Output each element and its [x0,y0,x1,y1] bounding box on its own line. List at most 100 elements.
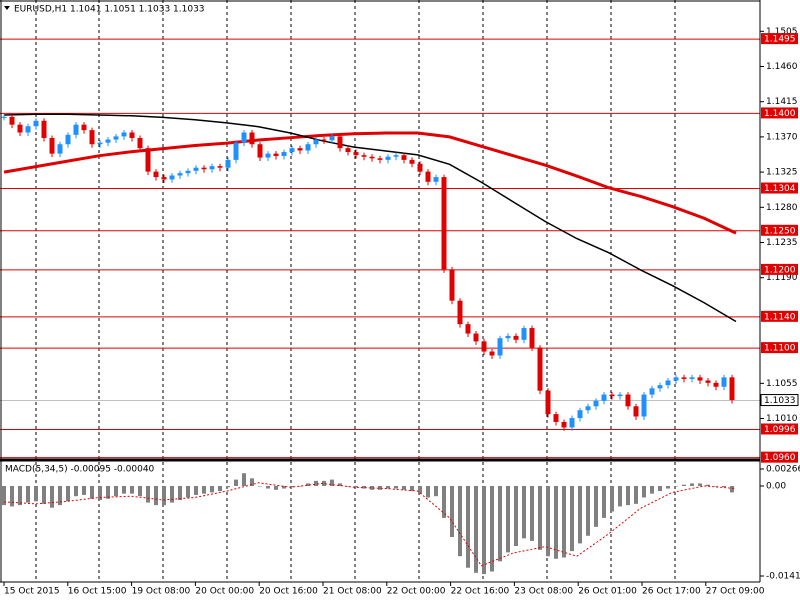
macd-bar [266,485,270,489]
level-tag [761,263,798,275]
macd-bar [530,485,534,541]
macd-bar [474,485,478,573]
macd-bar [258,485,262,487]
macd-bar [130,485,134,494]
x-tick-label: 26 Oct 01:00 [578,587,637,597]
macd-bar [242,473,246,486]
current-price-label: 1.1033 [764,396,796,406]
level-label: 1.1304 [764,184,796,194]
macd-bar [18,485,22,506]
y-tick-label: 1.1505 [766,27,798,37]
level-label: 1.1400 [764,109,796,119]
macd-bar [522,485,526,539]
macd-bar [162,485,166,506]
level-label: 1.0960 [764,453,796,463]
macd-header: MACD(5,34,5) -0.00095 -0.00040 [5,465,155,475]
x-tick-label: 21 Oct 08:00 [323,587,382,597]
macd-bar [458,485,462,557]
macd-bar [306,483,310,486]
macd-bar [410,485,414,492]
macd-bar [338,483,342,486]
day-separators [35,0,676,582]
x-tick-label: 22 Oct 16:00 [451,587,510,597]
macd-signal [3,482,737,567]
x-tick-label: 19 Oct 08:00 [132,587,191,597]
chart-header: EURUSD,H1 1.1041 1.1051 1.1033 1.1033 [14,5,205,15]
macd-bar [146,485,150,503]
y-tick-label: 1.1325 [766,168,798,178]
macd-bar [690,483,694,486]
macd-bar [82,485,86,495]
macd-bar [10,485,14,507]
macd-bar [210,485,214,493]
macd-bar [674,485,678,487]
macd-bar [138,485,142,497]
macd-bar [26,485,30,503]
macd-bar [178,485,182,501]
macd-bar [322,480,326,486]
macd-bar [290,485,294,488]
macd-bar [98,485,102,501]
level-tag [761,107,798,119]
macd-bar [90,485,94,499]
macd-bar [538,485,542,550]
x-tick-label: 23 Oct 08:00 [514,587,573,597]
level-label: 1.1200 [764,265,796,275]
macd-bar [74,485,78,497]
macd-bar [442,485,446,518]
macd-bar [634,485,638,504]
macd-bar [594,485,598,527]
x-tick-label: 20 Oct 16:00 [259,587,318,597]
macd-bar [154,485,158,506]
macd-bar [34,485,38,502]
level-tag [761,310,798,322]
macd-bar [274,485,278,490]
macd-bar [2,485,6,506]
macd-bar [730,485,734,493]
macd-bar [482,485,486,575]
macd-bar [122,485,126,494]
macd-bar [698,483,702,486]
level-tag [761,423,798,435]
macd-bar [554,485,558,559]
macd-tick-label: 0.00266 [766,465,800,475]
macd-bar [194,485,198,495]
macd-bar [466,485,470,568]
level-tag [761,224,798,236]
x-tick-label: 22 Oct 00:00 [387,587,446,597]
macd-bar [170,485,174,503]
macd-bar [42,485,46,504]
moving-average [3,113,737,323]
macd-bar [114,485,118,497]
macd-bar [626,485,630,506]
macd-bar [666,485,670,489]
macd-bar [586,485,590,536]
current-price-tag [760,394,799,407]
macd-bar [570,485,574,552]
macd-bar [362,485,366,489]
macd-bar [682,484,686,486]
macd-bar [218,485,222,492]
menu-arrow[interactable] [4,6,10,10]
level-tag [761,451,798,463]
macd-bar [490,485,494,572]
macd-bar [370,485,374,490]
macd-bar [426,485,430,498]
macd-bar [314,480,318,486]
macd-bar [714,485,718,487]
macd-bar [282,485,286,489]
macd-bar [498,485,502,562]
level-label: 1.1250 [764,226,796,236]
y-tick-label: 1.1370 [766,132,798,142]
level-label: 1.1495 [764,35,796,45]
macd-bar [50,485,54,508]
macd-bar [514,485,518,546]
x-tick-label: 26 Oct 17:00 [642,587,701,597]
macd-bar [610,485,614,512]
macd-bar [450,485,454,538]
macd-bar [234,479,238,486]
macd-bar [562,485,566,558]
y-tick-label: 1.1460 [766,62,798,72]
macd-bar [618,485,622,507]
